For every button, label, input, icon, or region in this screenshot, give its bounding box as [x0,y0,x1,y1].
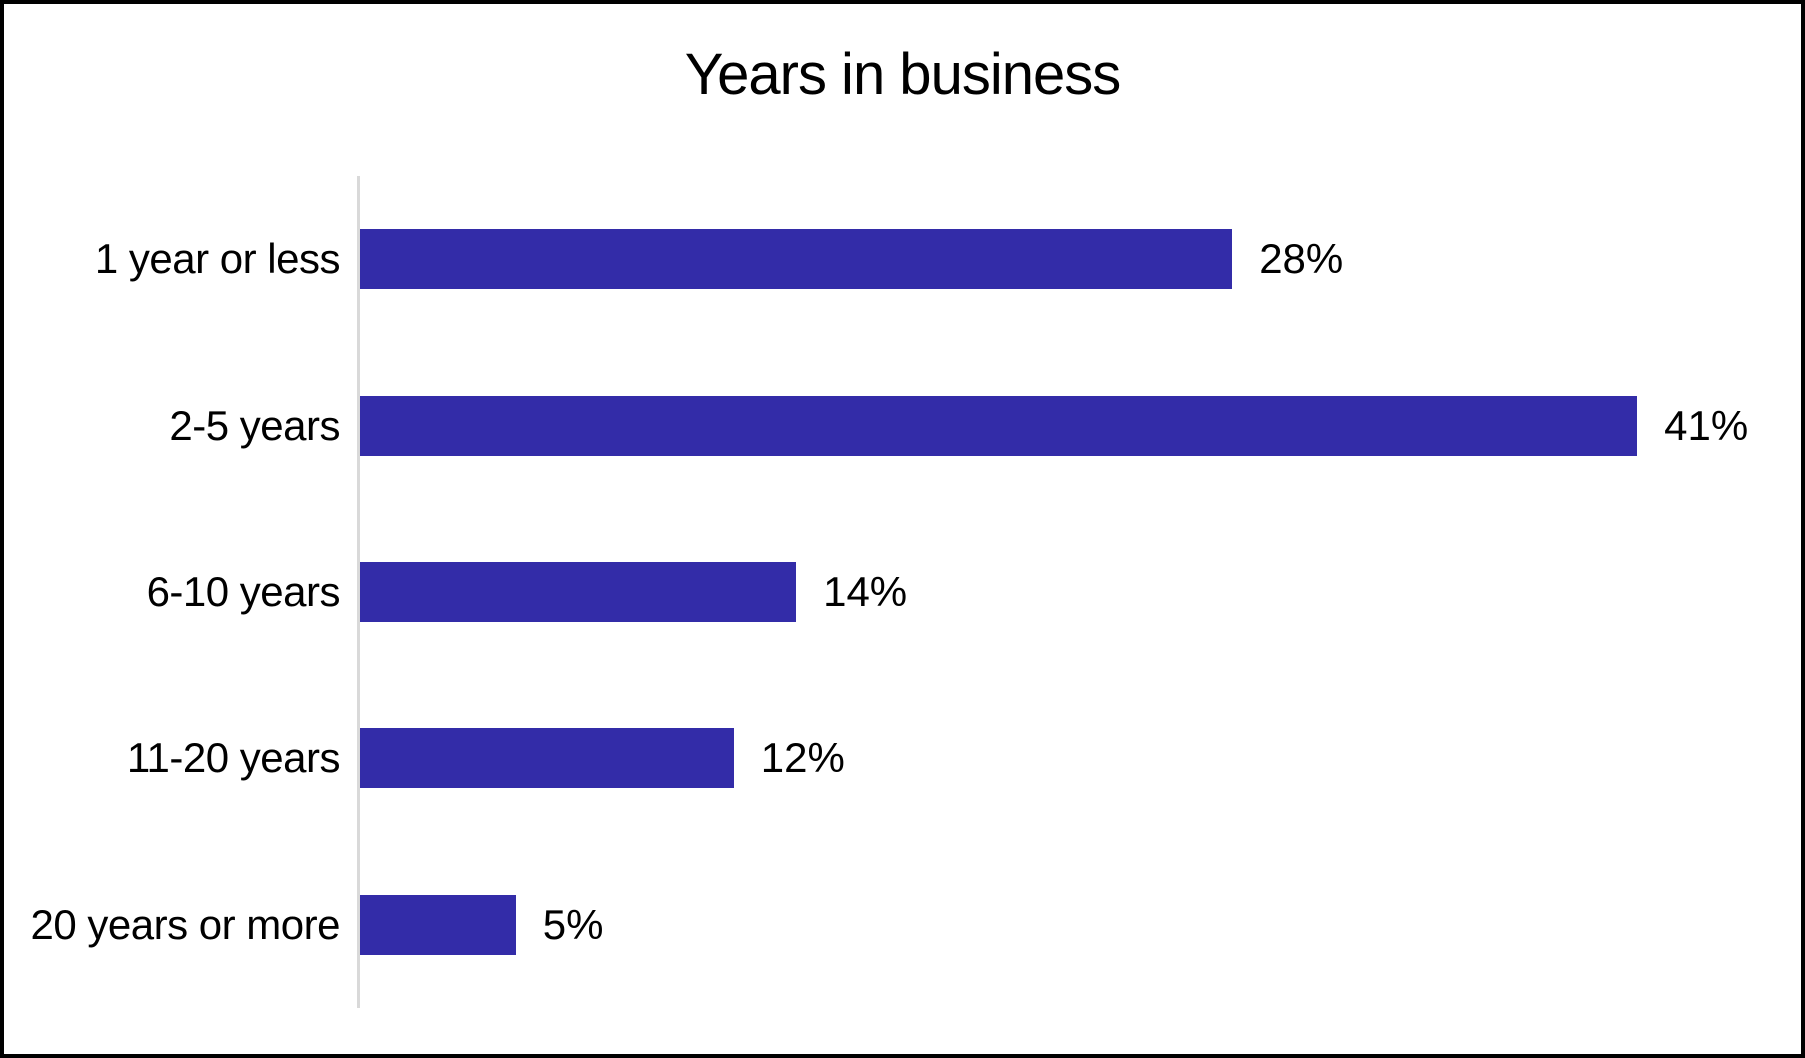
y-axis-line [357,176,360,1008]
bar [360,395,1638,456]
bar-row: 1 year or less 28% [4,176,1801,342]
value-label: 5% [542,900,604,948]
bar-row: 20 years or more 5% [4,842,1801,1008]
category-label: 2-5 years [169,401,340,449]
category-label: 20 years or more [30,900,341,948]
bar [360,562,797,623]
category-label: 6-10 years [146,568,341,616]
category-label: 11-20 years [126,734,341,782]
plot-area: 1 year or less 28% 2-5 years 41% 6-10 ye… [4,176,1801,1008]
value-label: 28% [1259,235,1344,283]
chart-title: Years in business [684,42,1121,107]
category-label: 1 year or less [94,235,341,283]
bar-row: 11-20 years 12% [4,675,1801,841]
value-label: 14% [823,568,908,616]
value-label: 41% [1664,401,1749,449]
bar [360,728,734,789]
bar-row: 6-10 years 14% [4,509,1801,675]
bar-row: 2-5 years 41% [4,342,1801,508]
bar [360,229,1233,290]
bar [360,894,516,955]
value-label: 12% [760,734,845,782]
